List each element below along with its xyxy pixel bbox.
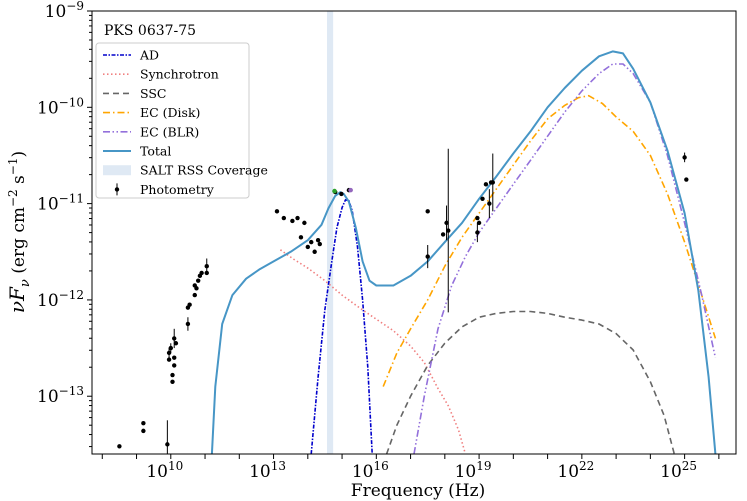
photometry-point [305,244,311,250]
photometry-point [185,321,191,327]
legend-label: Total [140,144,171,159]
legend-label: SALT RSS Coverage [140,163,268,178]
legend-entry-ssc: SSC [103,86,166,101]
x-tick-label: 1019 [455,459,492,482]
photometry-point [302,220,307,226]
legend-entry-total: Total [103,144,171,159]
photometry-point [172,355,177,360]
photometry-point [194,286,199,291]
photometry-point [475,215,480,221]
photometry-point [312,249,317,254]
photometry-point [309,239,314,245]
photometry-point [166,350,172,356]
photometry-point [483,182,489,187]
series-ec-disk [382,94,717,387]
photometry-point [290,218,295,224]
photometry-point [170,379,175,384]
photometry-point [281,215,287,221]
photometry-point [295,215,300,221]
photometry-point [475,230,480,235]
photometry-point [172,336,177,341]
series-ssc [385,310,676,454]
photometry-point [440,232,446,237]
photometry-point [490,180,495,185]
x-tick-label: 1022 [557,459,594,482]
y-tick-label: 10−10 [37,95,84,118]
photometry-point [476,220,482,226]
photometry-point [684,177,689,182]
photometry-point [298,235,304,240]
legend-label: EC (BLR) [140,124,199,139]
series-synchrotron [279,249,467,454]
salt-rss-band [326,11,334,454]
photometry-point [204,264,209,269]
x-tick-label: 1025 [660,459,697,482]
x-tick-label: 1016 [352,459,389,482]
y-tick-label: 10−12 [37,288,84,311]
photometry-point [425,254,430,259]
y-tick-label: 10−11 [37,192,84,215]
axis-ticks: 1010 1013 1016 1019 1022 1025 10−13 10−12 10−11 1… [37,0,720,482]
photometry-point [425,209,430,214]
y-tick-label: 10−9 [45,0,84,22]
series-ad [310,199,373,454]
y-axis-label: νFν (erg cm−2 s−1) [5,151,33,313]
x-tick-label: 1013 [249,459,286,482]
photometry-point [166,357,172,362]
source-annotation: PKS 0637-75 [104,23,196,39]
photometry-point [195,278,201,283]
photometry-point [117,444,122,449]
photometry-point [682,155,687,160]
photometry-points [117,148,689,454]
legend-entry-ec-disk: EC (Disk) [103,105,200,120]
legend-entry-synchrotron: Synchrotron [103,67,219,82]
photometry-point [172,363,177,368]
photometry-point [199,270,204,276]
photometry-point [317,241,322,247]
x-tick-label: 1010 [146,459,183,482]
legend-swatch [103,165,131,176]
legend-entry-photometry: Photometry [114,182,215,197]
legend-label: AD [139,48,159,63]
photometry-point [339,191,344,197]
model-curves [210,50,717,454]
legend-entry-ec-blr: EC (BLR) [103,124,199,139]
photometry-point [315,238,321,243]
series-total [210,50,717,454]
photometry-point [165,442,170,447]
photometry-point [192,292,197,298]
photometry-point [170,372,175,378]
legend: AD Synchrotron SSC EC (Disk) EC (BLR) Total SA… [95,42,268,199]
legend-label: EC (Disk) [140,105,200,120]
highlighted-photometry-point [348,187,353,193]
legend-label: Synchrotron [140,67,219,82]
photometry-point [444,220,449,226]
x-axis-label: Frequency (Hz) [351,481,485,501]
photometry-point [168,345,173,351]
legend-entry-salt-rss-coverage: SALT RSS Coverage [103,163,268,178]
legend-entry-ad: AD [103,48,159,63]
photometry-point [446,228,451,233]
legend-swatch [114,187,120,192]
photometry-point [480,196,485,201]
legend-label: Photometry [140,182,215,197]
legend-box [95,42,250,199]
legend-label: SSC [140,86,166,101]
photometry-point [487,201,492,206]
salt-rss-coverage-band [326,11,334,454]
photometry-point [141,428,146,434]
photometry-point [173,341,179,346]
series-ec-blr [413,63,717,454]
photometry-point [141,420,146,426]
photometry-point [274,209,280,214]
highlighted-photometry-point [332,188,337,194]
y-tick-label: 10−13 [37,384,84,407]
photometry-point [187,302,192,307]
